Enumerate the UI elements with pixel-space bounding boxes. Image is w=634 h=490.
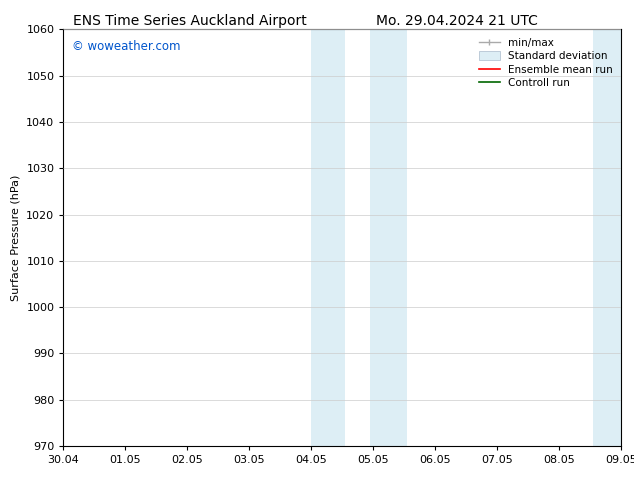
- Text: ENS Time Series Auckland Airport: ENS Time Series Auckland Airport: [74, 14, 307, 28]
- Text: © woweather.com: © woweather.com: [72, 40, 180, 53]
- Text: Mo. 29.04.2024 21 UTC: Mo. 29.04.2024 21 UTC: [375, 14, 538, 28]
- Y-axis label: Surface Pressure (hPa): Surface Pressure (hPa): [11, 174, 21, 301]
- Legend: min/max, Standard deviation, Ensemble mean run, Controll run: min/max, Standard deviation, Ensemble me…: [476, 35, 616, 91]
- Bar: [621, 29, 634, 446]
- Bar: [311, 29, 346, 446]
- Bar: [370, 29, 408, 446]
- Bar: [593, 29, 621, 446]
